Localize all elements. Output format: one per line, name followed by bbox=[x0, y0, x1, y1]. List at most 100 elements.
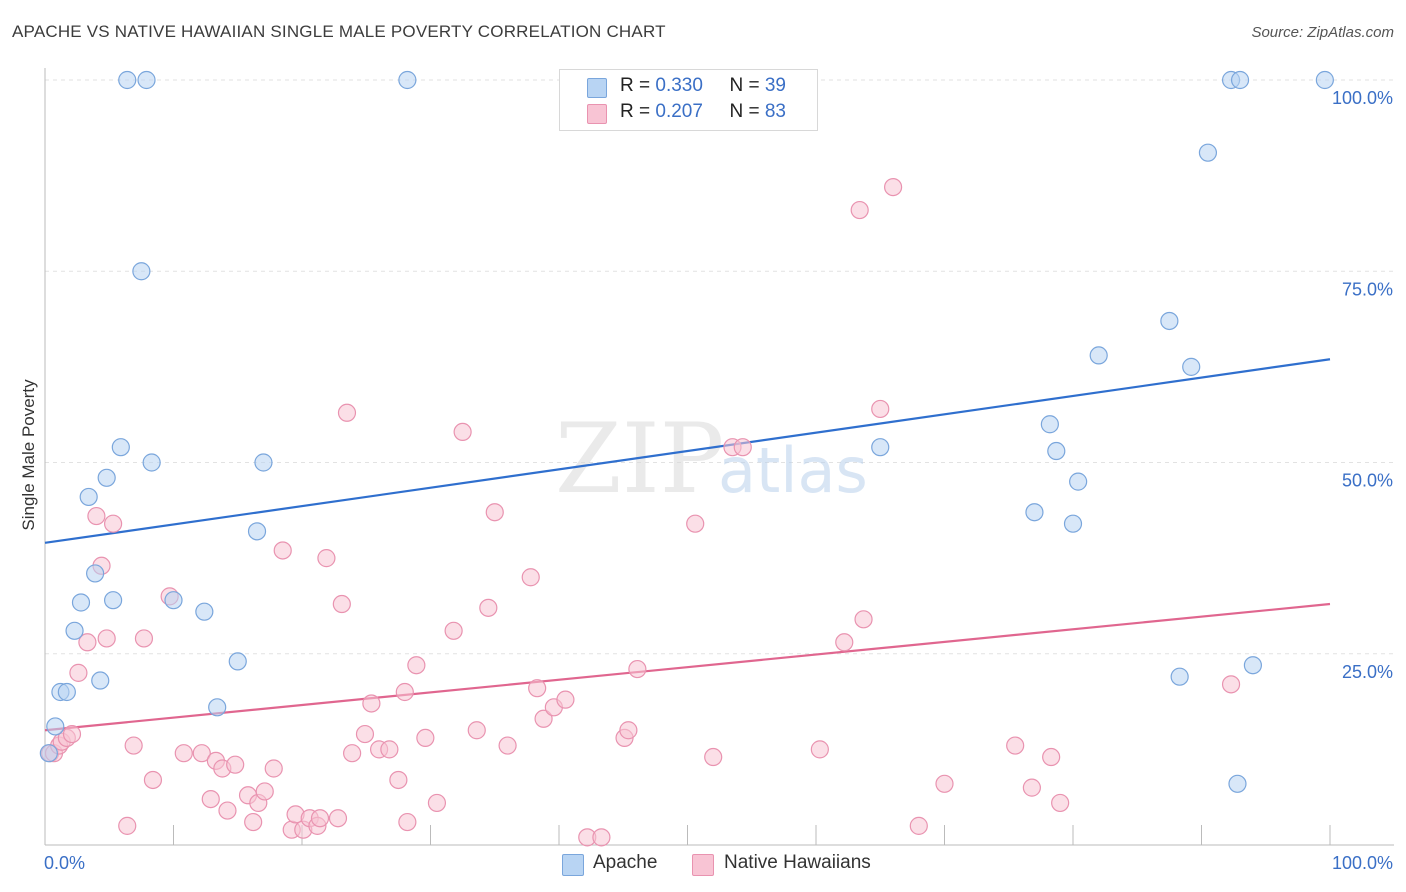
hawaiian-point bbox=[686, 514, 705, 533]
legend-r-value: 0.207 bbox=[655, 101, 703, 122]
hawaiian-point bbox=[534, 709, 553, 728]
apache-point bbox=[254, 453, 273, 472]
watermark: ZIP atlas bbox=[555, 403, 868, 515]
hawaiian-point bbox=[174, 744, 193, 763]
hawaiian-point bbox=[1221, 675, 1241, 694]
apache-trend-line bbox=[44, 358, 1331, 544]
hawaiian-point bbox=[337, 403, 357, 422]
y-tick-label: 50.0% bbox=[1342, 471, 1393, 491]
legend-r-label: R = bbox=[620, 101, 656, 122]
apache-point bbox=[97, 468, 116, 487]
hawaiian-point bbox=[521, 568, 540, 587]
apache-point bbox=[1069, 472, 1088, 491]
hawaiian-point bbox=[592, 828, 611, 847]
apache-point bbox=[137, 70, 156, 90]
hawaiian-trend-line bbox=[44, 602, 1331, 732]
apache-point bbox=[1182, 357, 1201, 376]
apache-point bbox=[46, 717, 65, 736]
stats-legend: R = 0.330 N = 39 R = 0.207 N = 83 bbox=[559, 69, 818, 131]
hawaiian-point bbox=[273, 541, 292, 560]
hawaiian-point bbox=[62, 724, 82, 744]
hawaiian-point bbox=[264, 759, 283, 778]
hawaiian-point bbox=[883, 178, 903, 197]
legend-hawaiian-label: Native Hawaiians bbox=[724, 852, 871, 873]
hawaiian-point bbox=[453, 422, 472, 441]
hawaiian-point bbox=[1042, 747, 1061, 767]
apache-point bbox=[208, 698, 227, 717]
hawaiian-point bbox=[362, 694, 381, 713]
apache-point bbox=[1089, 346, 1108, 365]
hawaiian-point bbox=[810, 740, 829, 759]
legend-n-label: N = bbox=[729, 75, 765, 96]
hawaiian-point bbox=[244, 812, 263, 832]
hawaiian-point bbox=[854, 610, 873, 629]
hawaiian-point bbox=[1051, 793, 1070, 813]
apache-point bbox=[57, 682, 76, 702]
apache-point bbox=[71, 593, 91, 612]
hawaiian-point bbox=[389, 770, 408, 790]
legend-n-value: 83 bbox=[764, 101, 786, 122]
y-tick-label: 75.0% bbox=[1342, 279, 1393, 299]
legend-swatch-apache-bottom bbox=[562, 854, 584, 876]
hawaiian-point bbox=[407, 656, 426, 675]
source-label: Source: ZipAtlas.com bbox=[1251, 24, 1394, 41]
hawaiian-point bbox=[226, 755, 245, 774]
trend-lines bbox=[44, 358, 1331, 732]
apache-point bbox=[1170, 667, 1189, 686]
data-points bbox=[39, 70, 1334, 847]
hawaiian-point bbox=[134, 629, 154, 648]
apache-point bbox=[91, 671, 110, 690]
apache-point bbox=[1230, 70, 1250, 90]
hawaiian-point bbox=[619, 721, 638, 740]
apache-point bbox=[39, 744, 58, 763]
hawaiian-point bbox=[628, 659, 647, 679]
hawaiian-point bbox=[479, 598, 498, 617]
hawaiian-point bbox=[835, 633, 854, 652]
hawaiian-point bbox=[416, 728, 435, 748]
apache-point bbox=[398, 70, 417, 90]
hawaiian-point bbox=[398, 812, 417, 832]
apache-point bbox=[1160, 311, 1179, 331]
hawaiian-point bbox=[733, 438, 752, 457]
legend-apache-label: Apache bbox=[593, 852, 658, 873]
tick-labels: 100.0% 75.0% 50.0% 25.0% 0.0% 100.0% bbox=[44, 88, 1393, 873]
hawaiian-point bbox=[1006, 736, 1025, 755]
hawaiian-point bbox=[328, 809, 348, 828]
apache-point bbox=[1040, 415, 1059, 434]
x-tick-label: 0.0% bbox=[44, 853, 85, 873]
legend-swatch-hawaiian-bottom bbox=[692, 854, 714, 876]
watermark-zip: ZIP bbox=[555, 403, 724, 515]
hawaiian-point bbox=[255, 782, 274, 801]
hawaiian-point bbox=[395, 682, 414, 702]
hawaiian-point bbox=[218, 801, 237, 820]
apache-point bbox=[871, 438, 890, 457]
hawaiian-point bbox=[467, 721, 486, 740]
hawaiian-point bbox=[310, 809, 330, 828]
hawaiian-point bbox=[104, 514, 123, 533]
legend-swatch-apache bbox=[587, 78, 607, 98]
chart-title: APACHE VS NATIVE HAWAIIAN SINGLE MALE PO… bbox=[12, 22, 666, 41]
hawaiian-point bbox=[485, 503, 504, 522]
apache-point bbox=[118, 70, 137, 90]
legend-r-value: 0.330 bbox=[655, 75, 703, 96]
hawaiian-point bbox=[97, 629, 116, 648]
apache-point bbox=[132, 262, 151, 281]
legend-n-value: 39 bbox=[764, 75, 786, 96]
hawaiian-point bbox=[143, 770, 163, 790]
apache-point bbox=[247, 522, 267, 541]
hawaiian-point bbox=[498, 736, 517, 755]
legend-swatch-hawaiian bbox=[587, 104, 607, 124]
apache-point bbox=[1063, 514, 1083, 533]
apache-point bbox=[1047, 441, 1066, 461]
hawaiian-point bbox=[704, 747, 723, 767]
legend-r-label: R = bbox=[620, 75, 656, 96]
y-tick-label: 100.0% bbox=[1332, 88, 1393, 108]
hawaiian-point bbox=[556, 690, 575, 709]
hawaiian-point bbox=[332, 594, 351, 614]
legend-n-label: N = bbox=[729, 101, 765, 122]
apache-point bbox=[164, 591, 183, 610]
x-tick-label: 100.0% bbox=[1332, 853, 1393, 873]
legend-row-apache: R = 0.330 N = 39 bbox=[620, 75, 786, 99]
hawaiian-point bbox=[192, 744, 211, 763]
